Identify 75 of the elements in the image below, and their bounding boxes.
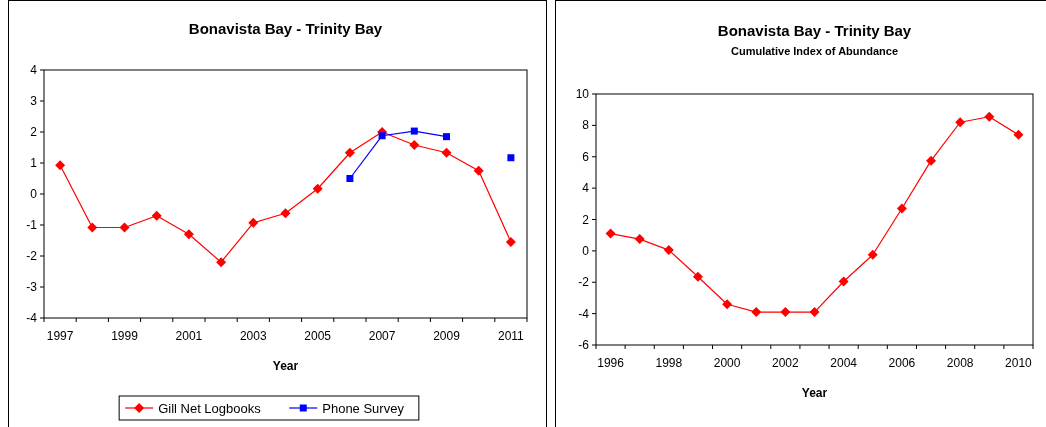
chart-subtitle: Cumulative Index of Abundance xyxy=(730,45,899,57)
point xyxy=(692,271,703,282)
y-tick-label: 4 xyxy=(582,181,590,196)
point xyxy=(507,154,515,162)
y-tick-label: 0 xyxy=(582,243,590,258)
x-tick-label: 2006 xyxy=(888,356,916,370)
y-tick-label: -1 xyxy=(26,218,38,232)
legend-label: Gill Net Logbooks xyxy=(158,400,262,416)
point xyxy=(55,160,66,171)
x-tick-label: 2003 xyxy=(239,329,267,343)
point xyxy=(838,276,849,287)
point xyxy=(605,228,616,239)
x-axis-title: Year xyxy=(801,386,828,400)
x-tick-label: 2011 xyxy=(497,329,525,343)
x-tick-label: 1997 xyxy=(46,329,74,343)
y-tick-label: 6 xyxy=(582,149,590,164)
point xyxy=(926,155,937,166)
point xyxy=(505,237,516,248)
x-tick-label: 2005 xyxy=(304,329,332,343)
point xyxy=(119,222,130,233)
y-tick-label: 3 xyxy=(30,94,38,108)
x-tick-label: 2010 xyxy=(1005,356,1033,370)
x-axis-title: Year xyxy=(272,359,299,373)
x-tick-label: 2009 xyxy=(433,329,461,343)
point xyxy=(441,147,452,158)
point xyxy=(346,175,354,182)
x-tick-label: 2007 xyxy=(368,329,396,343)
y-tick-label: 0 xyxy=(30,187,38,201)
y-tick-label: -2 xyxy=(578,275,590,290)
x-tick-label: 1996 xyxy=(597,356,625,370)
point xyxy=(378,132,386,140)
point xyxy=(280,208,291,219)
point xyxy=(955,117,966,128)
y-tick-label: 10 xyxy=(575,87,590,101)
point xyxy=(722,299,733,310)
y-tick-label: -6 xyxy=(578,338,590,352)
y-tick-label: -3 xyxy=(26,280,38,294)
x-tick-label: 2004 xyxy=(830,356,858,370)
x-tick-label: 2001 xyxy=(175,329,203,343)
point xyxy=(473,165,484,176)
point xyxy=(183,229,194,240)
point xyxy=(663,245,674,256)
y-tick-label: 2 xyxy=(582,212,590,227)
y-tick-label: 1 xyxy=(30,156,38,170)
x-tick-label: 2000 xyxy=(713,356,741,370)
point xyxy=(312,183,323,194)
point xyxy=(151,210,162,221)
x-tick-label: 2002 xyxy=(772,356,800,370)
point xyxy=(809,307,820,318)
y-tick-label: 2 xyxy=(30,125,38,139)
y-tick-label: -2 xyxy=(26,249,38,263)
y-tick-label: 8 xyxy=(582,118,590,133)
y-tick-label: -4 xyxy=(578,306,590,321)
y-tick-label: -4 xyxy=(26,311,38,325)
point xyxy=(896,203,907,214)
point xyxy=(410,127,418,135)
point xyxy=(443,133,450,141)
point xyxy=(248,217,259,228)
legend-label: Phone Survey xyxy=(322,400,405,416)
chart-title: Bonavista Bay - Trinity Bay xyxy=(717,22,912,39)
point xyxy=(751,307,762,318)
point xyxy=(216,257,227,268)
x-tick-label: 1999 xyxy=(111,329,139,343)
point xyxy=(634,234,645,245)
point xyxy=(780,307,791,318)
point xyxy=(344,147,355,158)
x-tick-label: 2008 xyxy=(946,356,974,370)
point xyxy=(87,222,98,233)
x-tick-label: 1998 xyxy=(655,356,683,370)
point xyxy=(409,140,420,151)
y-tick-label: 4 xyxy=(30,63,38,77)
point xyxy=(867,249,878,260)
chart-title: Bonavista Bay - Trinity Bay xyxy=(188,20,383,37)
point xyxy=(984,111,995,122)
point xyxy=(1013,129,1024,140)
